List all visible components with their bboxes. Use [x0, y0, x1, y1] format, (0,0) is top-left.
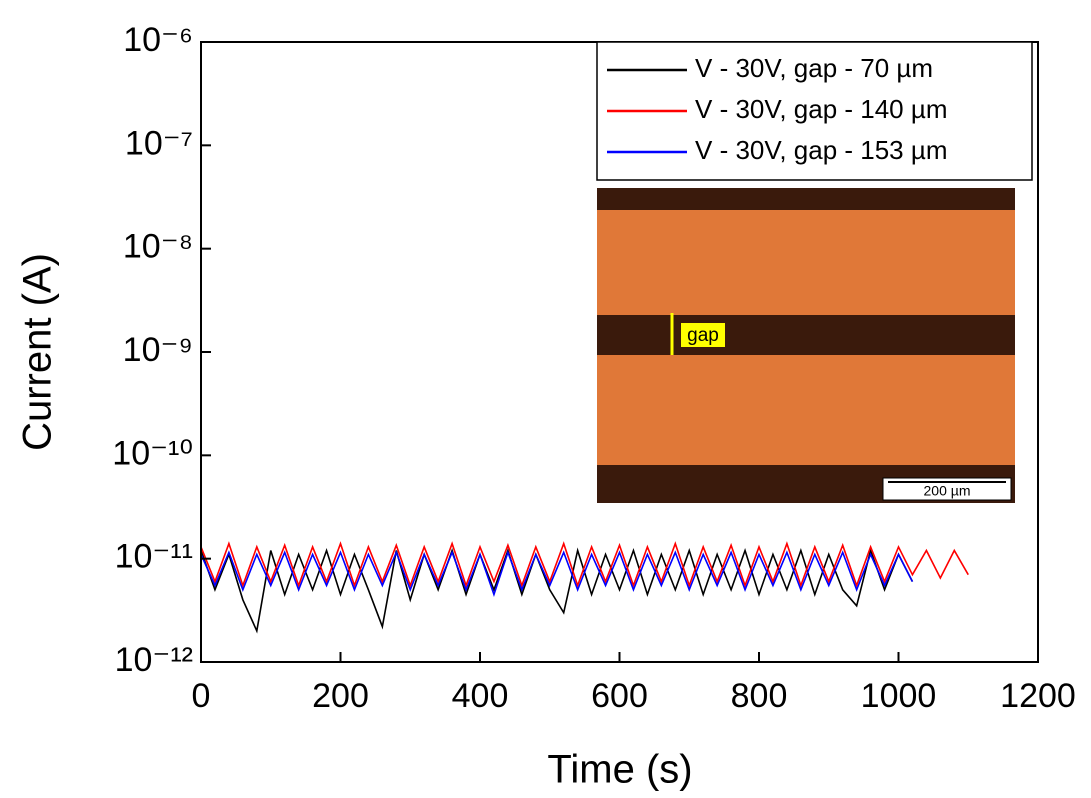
x-tick-label: 1200 [1000, 677, 1076, 715]
y-axis-label: Current (A) [16, 253, 60, 451]
legend-label: V - 30V, gap - 70 µm [695, 53, 933, 83]
y-tick-label: 10⁻¹¹ [115, 538, 193, 576]
legend-label: V - 30V, gap - 153 µm [695, 135, 948, 165]
x-tick-label: 600 [591, 677, 648, 715]
electrode [597, 210, 1015, 315]
x-tick-label: 800 [731, 677, 788, 715]
inset-photo: gap 200 µm [597, 188, 1015, 503]
electrode [597, 355, 1015, 465]
y-tick-label: 10⁻¹⁰ [112, 434, 193, 472]
x-tick-label: 400 [452, 677, 509, 715]
data-line [200, 549, 914, 597]
data-line [200, 541, 969, 588]
scale-bar-box [882, 477, 1012, 501]
y-tick-label: 10⁻⁶ [123, 21, 193, 59]
x-tick-label: 1000 [861, 677, 937, 715]
gap-label: gap [687, 325, 719, 346]
scale-label: 200 µm [924, 483, 971, 499]
y-tick-label: 10⁻⁷ [125, 124, 193, 162]
y-tick-label: 10⁻¹² [115, 641, 193, 679]
legend-label: V - 30V, gap - 140 µm [695, 94, 948, 124]
x-tick-label: 200 [312, 677, 369, 715]
x-axis-label: Time (s) [547, 748, 692, 792]
gap-label-bg [681, 323, 725, 347]
y-tick-label: 10⁻⁹ [123, 331, 193, 369]
y-tick-label: 10⁻⁸ [123, 228, 193, 266]
x-tick-label: 0 [192, 677, 211, 715]
data-layer [200, 541, 969, 634]
